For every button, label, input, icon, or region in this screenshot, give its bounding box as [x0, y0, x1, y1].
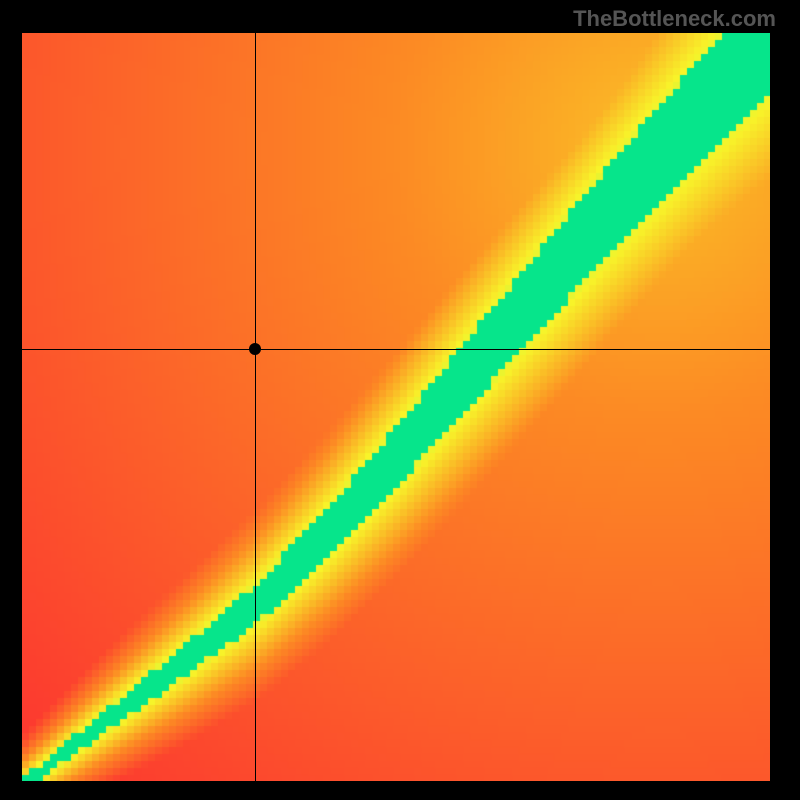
heatmap-plot — [22, 33, 770, 781]
chart-container: TheBottleneck.com — [0, 0, 800, 800]
heatmap-canvas — [22, 33, 770, 781]
watermark-text: TheBottleneck.com — [573, 6, 776, 32]
